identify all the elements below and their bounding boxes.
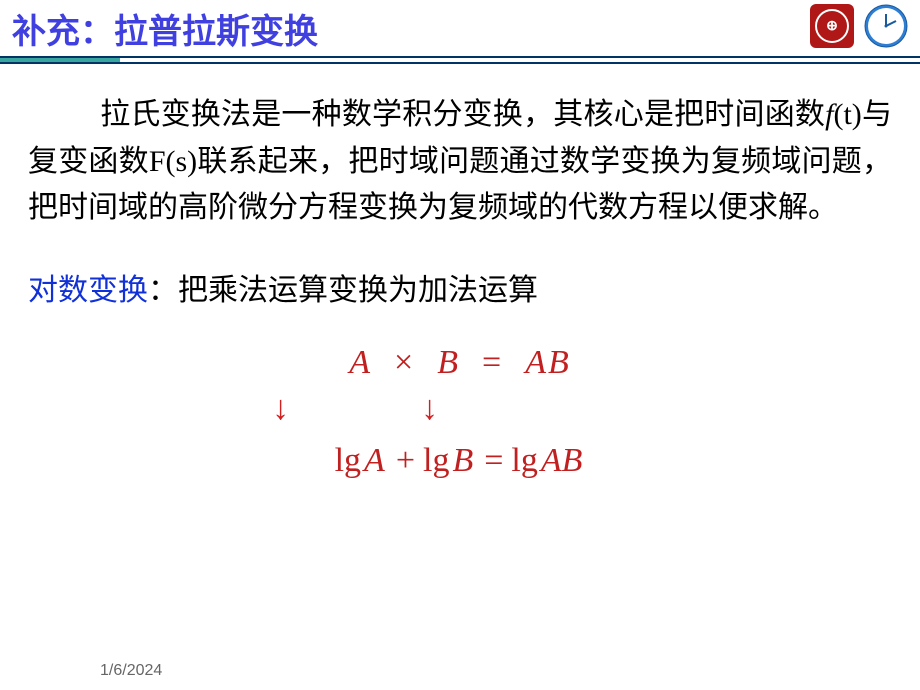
logo-glyph: ⊕ [815,9,849,43]
arrows-row: ↓↓ [28,390,892,428]
eq2-lg2: lg [423,442,449,479]
equation-2: lgA+lgB=lgAB [28,442,892,480]
header-icons: ⊕ [810,4,908,48]
slide-header: 补充：拉普拉斯变换 ⊕ [0,0,920,56]
arrow-1: ↓ [272,390,289,428]
para-pre: 拉氏变换法是一种数学积分变换，其核心是把时间函数 [100,98,825,131]
eq2-lg1: lg [335,442,361,479]
arrow-2: ↓ [421,390,438,428]
eq1-eq: = [460,344,525,381]
subheading: 对数变换 [28,274,148,307]
eq1-A: A [349,344,372,381]
eq1-times: × [372,344,437,381]
footer-date: 1/6/2024 [100,662,162,680]
eq2-AB: AB [538,442,586,479]
subheading-row: 对数变换：把乘法运算变换为加法运算 [28,268,892,315]
symbol-f-arg: (t) [833,98,861,131]
subheading-rest: 把乘法运算变换为加法运算 [178,274,538,307]
clock-icon [864,4,908,48]
university-logo-icon: ⊕ [810,4,854,48]
eq2-lg3: lg [511,442,537,479]
eq2-A: A [361,442,388,479]
header-divider [0,56,920,64]
divider-accent [0,58,120,62]
eq2-plus: + [388,442,423,479]
slide-content: 拉氏变换法是一种数学积分变换，其核心是把时间函数f(t)与复变函数F(s)联系起… [0,64,920,480]
main-paragraph: 拉氏变换法是一种数学积分变换，其核心是把时间函数f(t)与复变函数F(s)联系起… [28,92,892,232]
eq2-eq: = [476,442,511,479]
eq1-AB: AB [525,344,571,381]
eq1-B: B [437,344,460,381]
slide-title: 补充：拉普拉斯变换 [12,4,318,53]
divider-fill [120,58,920,62]
eq2-B: B [449,442,476,479]
math-block: A×B=AB ↓↓ lgA+lgB=lgAB [28,344,892,480]
equation-1: A×B=AB [28,344,892,382]
subheading-colon: ： [148,274,178,307]
